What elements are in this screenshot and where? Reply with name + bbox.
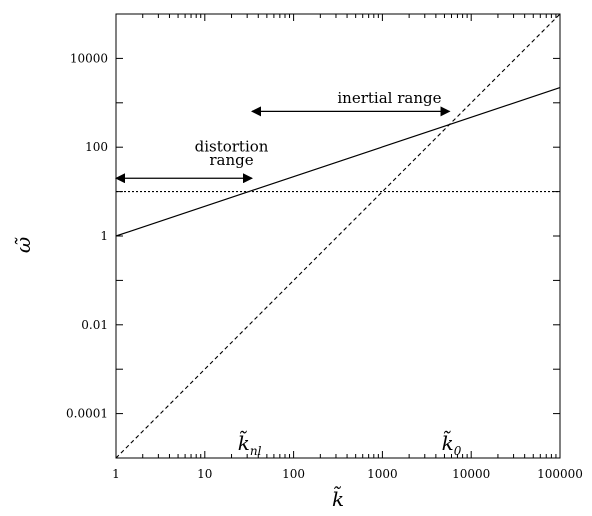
k-nl-subscript: nl — [250, 444, 262, 458]
y-tick-label: 1 — [100, 229, 108, 243]
x-tick-label: 100000 — [537, 467, 583, 481]
annotation-range: range — [209, 151, 253, 169]
x-tick-label: 1 — [112, 467, 120, 481]
series-layer — [115, 13, 561, 459]
y-tick-label: 10000 — [70, 51, 108, 65]
dashed-line — [115, 13, 561, 459]
tick-layer: 1 10 100 1000 10000 100000 0.0001 0.01 1 100 10000 — [66, 13, 583, 481]
x-tick-label: 10 — [197, 467, 212, 481]
annotation-k-nl: k̃nl — [238, 429, 262, 458]
x-tick-label: 10000 — [452, 467, 490, 481]
y-tick-label: 0.0001 — [66, 407, 108, 421]
solid-line — [115, 87, 561, 237]
k-0-symbol: k̃ — [442, 429, 454, 455]
k-0-subscript: 0 — [454, 444, 462, 458]
x-tick-label: 1000 — [367, 467, 398, 481]
y-axis-title: ω̃ — [11, 237, 35, 253]
annotation-inertial-range: inertial range — [337, 89, 441, 107]
x-axis-title: k̃ — [332, 485, 344, 511]
plot-frame — [115, 13, 561, 459]
arrow-layer — [115, 106, 451, 184]
annotation-k-0: k̃0 — [442, 429, 462, 458]
y-tick-label: 0.01 — [81, 318, 108, 332]
x-tick-label: 100 — [282, 467, 305, 481]
annotation-distortion: distortion — [195, 138, 269, 156]
annotation-layer: distortion range inertial range k̃nl k̃0 — [195, 89, 462, 458]
y-tick-label: 100 — [85, 140, 108, 154]
k-nl-symbol: k̃ — [238, 429, 250, 455]
